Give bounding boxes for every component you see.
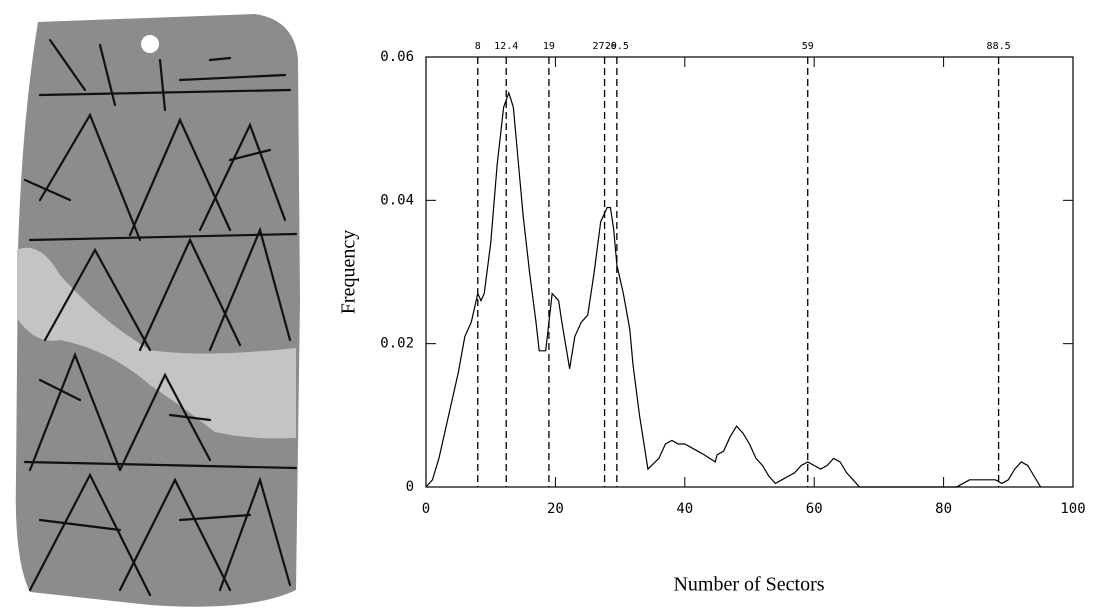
reference-label: 59 <box>802 41 814 52</box>
y-tick-label: 0.02 <box>380 336 414 352</box>
reference-label: 12.4 <box>494 41 518 52</box>
reference-label: 29.5 <box>605 41 629 52</box>
plaque-drawing <box>16 14 300 607</box>
x-tick-label: 40 <box>676 501 693 517</box>
y-tick-label: 0.04 <box>380 192 414 208</box>
plot-frame <box>426 57 1073 487</box>
x-axis-label: Number of Sectors <box>673 574 824 596</box>
reference-label: 19 <box>543 41 555 52</box>
x-tick-label: 0 <box>422 501 430 517</box>
reference-label: 88.5 <box>987 41 1011 52</box>
reference-label: 8 <box>475 41 481 52</box>
figure: Number of Sectors Frequency 020406080100… <box>0 0 1102 610</box>
y-axis-label: Frequency <box>338 230 360 314</box>
x-tick-label: 60 <box>806 501 823 517</box>
hole <box>141 35 159 53</box>
x-tick-label: 100 <box>1060 501 1085 517</box>
x-tick-label: 20 <box>547 501 564 517</box>
y-tick-label: 0.06 <box>380 49 414 65</box>
y-tick-label: 0 <box>406 479 414 495</box>
line-series <box>426 93 1041 487</box>
x-tick-label: 80 <box>935 501 952 517</box>
